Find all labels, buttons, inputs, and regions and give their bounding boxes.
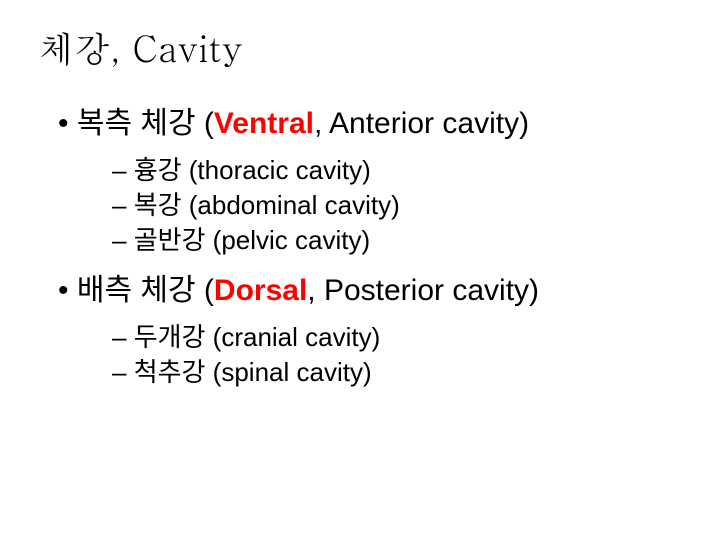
section-2-prefix: 배측 체강 [77, 274, 204, 307]
section-2-paren: ( [204, 274, 214, 307]
section-1-paren: ( [204, 107, 214, 140]
item-en: (spinal cavity) [213, 357, 372, 387]
list-item: 두개강 (cranial cavity) [112, 320, 682, 355]
item-ko: 척추강 [134, 357, 213, 387]
list-item: 복강 (abdominal cavity) [112, 188, 682, 223]
list-item: 척추강 (spinal cavity) [112, 355, 682, 390]
section-1-rest: , Anterior cavity) [314, 107, 529, 140]
section-2-rest: , Posterior cavity) [307, 274, 539, 307]
item-en: (pelvic cavity) [213, 225, 370, 255]
section-2-header: 배측 체강 (Dorsal, Posterior cavity) [58, 270, 682, 312]
section-1-header: 복측 체강 (Ventral, Anterior cavity) [58, 103, 682, 145]
item-ko: 복강 [134, 190, 189, 220]
item-en: (cranial cavity) [213, 322, 381, 352]
list-item: 흉강 (thoracic cavity) [112, 153, 682, 188]
section-1-prefix: 복측 체강 [77, 107, 204, 140]
slide-title: 체강, Cavity [38, 22, 682, 73]
item-en: (thoracic cavity) [189, 155, 371, 185]
item-ko: 골반강 [134, 225, 213, 255]
section-2-emphasis: Dorsal [214, 274, 307, 307]
item-ko: 흉강 [134, 155, 189, 185]
list-item: 골반강 (pelvic cavity) [112, 223, 682, 258]
section-1-emphasis: Ventral [214, 107, 314, 140]
item-ko: 두개강 [134, 322, 213, 352]
item-en: (abdominal cavity) [189, 190, 400, 220]
